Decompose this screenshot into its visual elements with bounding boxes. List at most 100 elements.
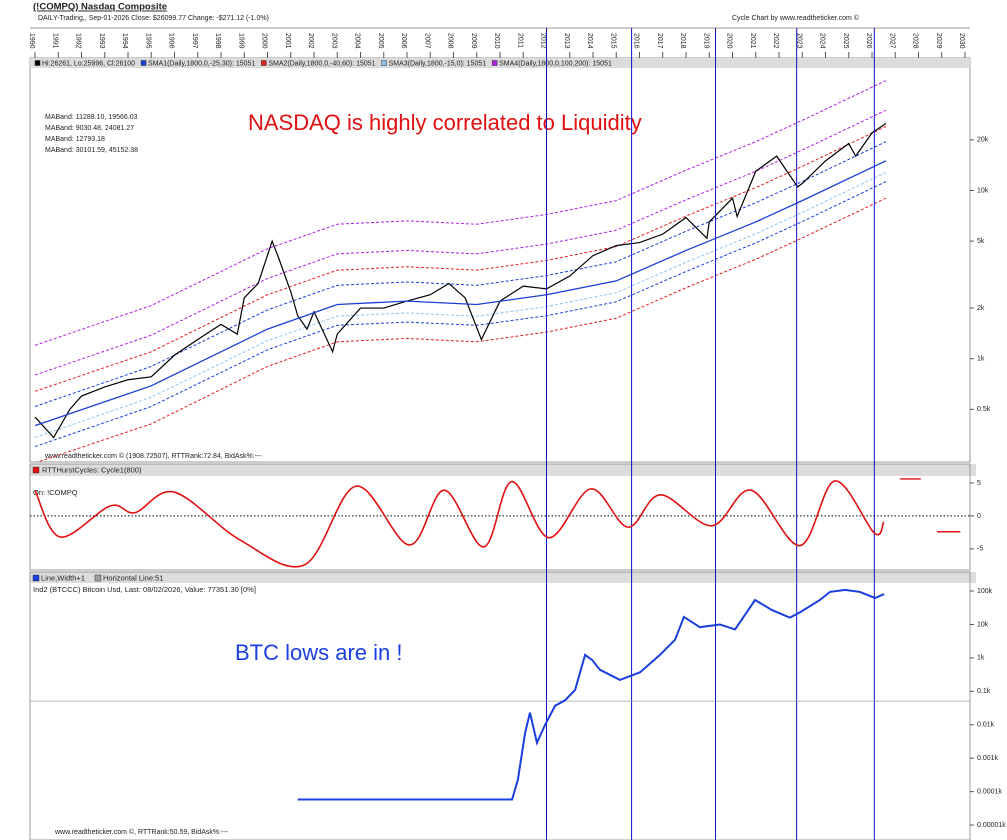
chart-title: (!COMPQ) Nasdaq Composite bbox=[33, 2, 167, 13]
legend-strip bbox=[30, 572, 976, 583]
legend-label: SMA2(Daily,1800,0,-40,60): 15051 bbox=[268, 60, 375, 67]
y-tick-label: 10k bbox=[977, 621, 989, 628]
annotation: BTC lows are in ! bbox=[235, 640, 403, 665]
band-line bbox=[34, 181, 887, 448]
legend-label: SMA4(Daily,1800,0,100,200): 15051 bbox=[499, 60, 612, 67]
x-tick-label: 2018 bbox=[679, 33, 686, 49]
x-tick-label: 2002 bbox=[307, 33, 314, 49]
x-tick-label: 2020 bbox=[726, 33, 733, 49]
band-line bbox=[34, 126, 887, 392]
subtitle: DAILY-Trading,, Sep-01-2026 Close: $2609… bbox=[38, 15, 269, 22]
annotation: NASDAQ is highly correlated to Liquidity bbox=[248, 110, 642, 135]
panel-title: RTTHurstCycles: Cycle1(800) bbox=[42, 465, 142, 474]
x-tick-label: 1992 bbox=[75, 33, 82, 49]
legend-strip bbox=[30, 58, 970, 68]
x-tick-label: 2025 bbox=[842, 33, 849, 49]
x-tick-label: 2005 bbox=[377, 33, 384, 49]
band-label: MABand: 12793.18 bbox=[45, 136, 105, 143]
sma-line bbox=[34, 160, 887, 427]
legend-strip bbox=[30, 464, 976, 476]
x-tick-label: 1999 bbox=[237, 33, 244, 49]
x-tick-label: 2014 bbox=[586, 33, 593, 49]
x-tick-label: 2012 bbox=[540, 33, 547, 49]
legend-swatch bbox=[140, 60, 147, 66]
y-tick-label: 0.001k bbox=[977, 755, 999, 762]
x-tick-label: 1991 bbox=[51, 33, 58, 49]
legend-swatch bbox=[94, 574, 102, 582]
cycle-line bbox=[34, 480, 885, 568]
x-tick-label: 2023 bbox=[795, 33, 802, 49]
x-tick-label: 2027 bbox=[888, 33, 895, 49]
plot-layer: 1990 1991 1992 1993 1994 1995 1996 1997 1998 1999… bbox=[28, 28, 1006, 840]
legend-swatch bbox=[32, 466, 40, 474]
band-label: MABand: 9030.48, 24081.27 bbox=[45, 125, 134, 132]
y-tick-label: 10k bbox=[977, 187, 989, 194]
x-tick-label: 2009 bbox=[470, 33, 477, 49]
y-tick-label: 100k bbox=[977, 588, 993, 595]
x-tick-label: 1993 bbox=[98, 33, 105, 49]
panel-frame bbox=[29, 463, 971, 571]
y-tick-label: 0.1k bbox=[977, 688, 991, 695]
x-tick-label: 1996 bbox=[168, 33, 175, 49]
x-tick-label: 2017 bbox=[656, 33, 663, 49]
x-tick-label: 1995 bbox=[144, 33, 151, 49]
x-tick-label: 1998 bbox=[214, 33, 221, 49]
x-tick-label: 2030 bbox=[958, 33, 965, 49]
panel-frame bbox=[29, 571, 971, 840]
x-tick-label: 2008 bbox=[447, 33, 454, 49]
band-line bbox=[34, 141, 887, 407]
band-line bbox=[34, 109, 887, 376]
x-tick-label: 2028 bbox=[912, 33, 919, 49]
y-tick-label: 0.5k bbox=[977, 406, 991, 413]
legend-swatch bbox=[381, 60, 387, 66]
y-tick-label: 0.0001k bbox=[977, 788, 1002, 795]
x-tick-label: 2011 bbox=[516, 33, 523, 48]
legend-swatch bbox=[261, 60, 267, 66]
legend-label: Horizontal Line:51 bbox=[103, 573, 163, 582]
x-tick-label: 2004 bbox=[354, 33, 361, 49]
x-tick-label: 1990 bbox=[28, 33, 35, 49]
x-tick-label: 2015 bbox=[609, 33, 616, 49]
y-tick-label: -5 bbox=[977, 546, 983, 553]
y-tick-label: 0.00001k bbox=[977, 822, 1006, 829]
x-tick-label: 2029 bbox=[935, 33, 942, 49]
y-tick-label: 20k bbox=[977, 137, 989, 144]
legend-swatch bbox=[32, 574, 40, 582]
legend-label: SMA1(Daily,1800,0,-25,30): 15051 bbox=[148, 60, 255, 67]
footer: www.readtheticker.com ©, RTTRank:50.59, … bbox=[54, 828, 229, 836]
x-tick-label: 2024 bbox=[819, 33, 826, 49]
x-tick-label: 2003 bbox=[330, 33, 337, 49]
band-line bbox=[34, 80, 887, 346]
legend-label: Hi:26261, Lo:25996, Cl:26100 bbox=[42, 60, 135, 67]
legend-swatch bbox=[34, 60, 41, 66]
y-tick-label: 5 bbox=[977, 480, 981, 487]
y-tick-label: 0 bbox=[977, 513, 981, 520]
x-tick-label: 2016 bbox=[633, 33, 640, 49]
x-tick-label: 2001 bbox=[284, 33, 291, 49]
btc-line bbox=[297, 588, 885, 801]
x-tick-label: 2007 bbox=[423, 33, 430, 49]
x-tick-label: 2019 bbox=[702, 33, 709, 49]
x-tick-label: 2000 bbox=[261, 33, 268, 49]
band-label: MABand: 11288.10, 19566.03 bbox=[45, 114, 138, 121]
footer: www.readtheticker.com © (1908.72507), RT… bbox=[44, 452, 262, 460]
panel-subtitle: On: !COMPQ bbox=[33, 488, 78, 497]
legend-label: SMA3(Daily,1800,-15,0): 15051 bbox=[389, 60, 487, 67]
credit: Cycle Chart by www.readtheticker.com © bbox=[732, 14, 860, 22]
x-tick-label: 2022 bbox=[772, 33, 779, 49]
y-tick-label: 1k bbox=[977, 655, 985, 662]
panel-subtitle: Ind2 (BTCCC) Bitcoin Usd, Last: 08/02/20… bbox=[33, 585, 256, 594]
x-tick-label: 1994 bbox=[121, 33, 128, 49]
price-line bbox=[34, 123, 887, 439]
y-tick-label: 2k bbox=[977, 305, 985, 312]
legend-swatch bbox=[491, 60, 498, 66]
x-tick-label: 2026 bbox=[865, 33, 872, 49]
x-tick-label: 2013 bbox=[563, 33, 570, 49]
band-label: MABand: 30101.59, 45152.38 bbox=[45, 147, 138, 154]
y-tick-label: 0.01k bbox=[977, 722, 995, 729]
band-line bbox=[34, 171, 887, 439]
y-tick-label: 5k bbox=[977, 238, 985, 245]
x-tick-label: 2006 bbox=[400, 33, 407, 49]
x-tick-label: 2021 bbox=[749, 33, 756, 49]
